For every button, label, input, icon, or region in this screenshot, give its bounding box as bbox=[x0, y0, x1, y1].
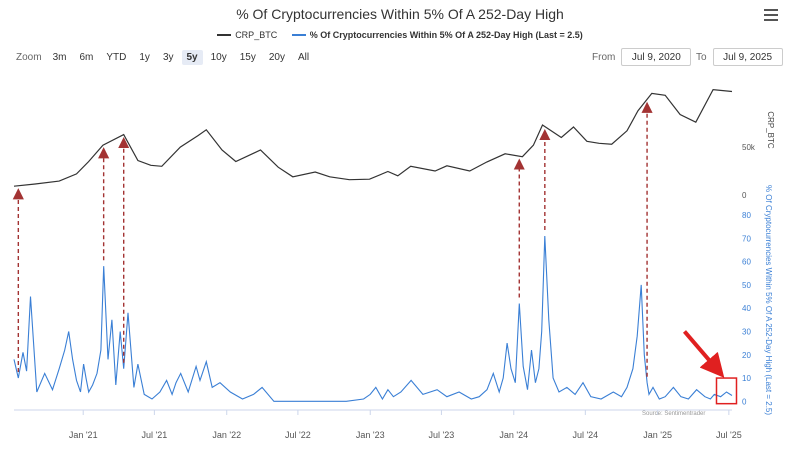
range-from-label: From bbox=[592, 51, 616, 63]
pct-axis-tick-label: 80 bbox=[742, 211, 751, 220]
x-tick-label: Jul '25 bbox=[716, 430, 742, 440]
series-line-pct-within-5pct bbox=[13, 235, 733, 402]
legend: CRP_BTC % Of Cryptocurrencies Within 5% … bbox=[0, 28, 800, 40]
pct-axis-tick-label: 60 bbox=[742, 258, 751, 267]
x-tick-label: Jul '23 bbox=[429, 430, 455, 440]
x-tick-label: Jul '22 bbox=[285, 430, 311, 440]
x-tick-label: Jul '21 bbox=[142, 430, 168, 440]
pct-axis-tick-label: 70 bbox=[742, 234, 751, 243]
legend-label-price: CRP_BTC bbox=[235, 30, 278, 40]
range-to-input[interactable] bbox=[712, 48, 783, 66]
range-from: From bbox=[592, 48, 692, 66]
pct-axis-title: % Of Cryptocurrencies Within 5% Of A 252… bbox=[764, 185, 773, 415]
range-from-input[interactable] bbox=[621, 48, 692, 66]
x-tick-label: Jan '22 bbox=[212, 430, 241, 440]
x-tick-label: Jan '24 bbox=[499, 430, 528, 440]
highlight-pointer-arrow bbox=[682, 330, 725, 378]
price-axis-tick-label: 50k bbox=[742, 143, 756, 152]
legend-swatch-pct bbox=[291, 34, 306, 36]
pct-axis-tick-label: 20 bbox=[742, 351, 751, 360]
zoom-button-6m[interactable]: 6m bbox=[79, 52, 94, 63]
legend-swatch-price bbox=[217, 34, 232, 36]
zoom-button-1y[interactable]: 1y bbox=[139, 52, 150, 63]
pct-axis-tick-label: 10 bbox=[742, 374, 751, 383]
pct-axis-tick-label: 50 bbox=[742, 281, 751, 290]
zoom-bar: Zoom 3m 6m YTD 1y 3y 5y 10y 15y 20y All bbox=[16, 50, 317, 65]
hamburger-menu-icon[interactable] bbox=[764, 9, 778, 21]
legend-item-price[interactable]: CRP_BTC bbox=[217, 30, 277, 40]
zoom-button-5y[interactable]: 5y bbox=[181, 50, 203, 65]
range-to-label: To bbox=[696, 51, 707, 63]
zoom-label: Zoom bbox=[16, 52, 42, 63]
zoom-button-all[interactable]: All bbox=[298, 52, 310, 63]
zoom-button-20y[interactable]: 20y bbox=[268, 52, 285, 63]
legend-label-pct: % Of Cryptocurrencies Within 5% Of A 252… bbox=[309, 30, 583, 40]
price-axis-title: CRP_BTC bbox=[766, 111, 775, 149]
x-tick-label: Jul '24 bbox=[572, 430, 598, 440]
pct-axis-tick-label: 30 bbox=[742, 327, 751, 336]
price-axis-tick-label: 0 bbox=[742, 191, 747, 200]
pct-axis-tick-label: 0 bbox=[742, 397, 747, 406]
zoom-button-10y[interactable]: 10y bbox=[210, 52, 227, 63]
zoom-button-3m[interactable]: 3m bbox=[52, 52, 67, 63]
pct-axis-tick-label: 40 bbox=[742, 304, 751, 313]
legend-item-pct[interactable]: % Of Cryptocurrencies Within 5% Of A 252… bbox=[291, 30, 583, 40]
x-tick-label: Jan '23 bbox=[356, 430, 385, 440]
zoom-button-15y[interactable]: 15y bbox=[239, 52, 256, 63]
zoom-button-ytd[interactable]: YTD bbox=[106, 52, 127, 63]
x-tick-label: Jan '25 bbox=[643, 430, 672, 440]
highlight-box bbox=[715, 377, 738, 405]
x-tick-label: Jan '21 bbox=[69, 430, 98, 440]
zoom-button-3y[interactable]: 3y bbox=[162, 52, 174, 63]
source-note: Source: Sentimentrader bbox=[642, 411, 705, 417]
series-line-crp-btc bbox=[13, 88, 733, 187]
chart-title: % Of Cryptocurrencies Within 5% Of A 252… bbox=[236, 6, 564, 22]
range-to: To bbox=[696, 48, 783, 66]
